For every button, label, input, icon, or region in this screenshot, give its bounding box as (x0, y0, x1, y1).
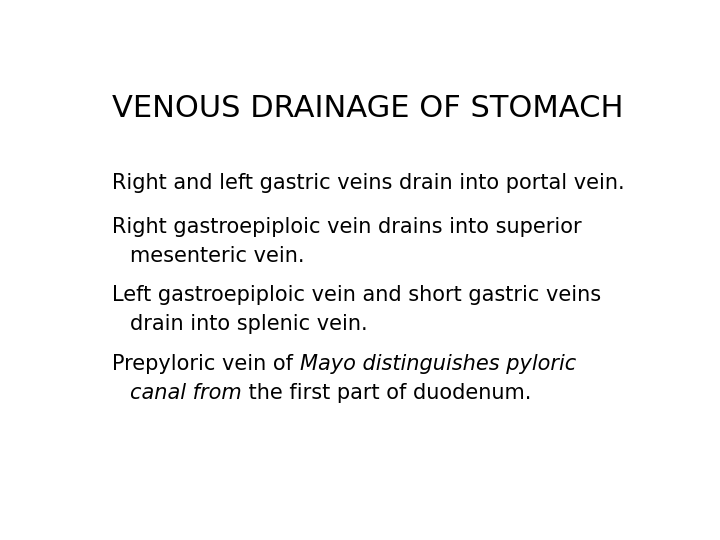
Text: Right gastroepiploic vein drains into superior: Right gastroepiploic vein drains into su… (112, 217, 582, 237)
Text: Left gastroepiploic vein and short gastric veins: Left gastroepiploic vein and short gastr… (112, 285, 601, 305)
Text: Mayo distinguishes pyloric: Mayo distinguishes pyloric (300, 354, 576, 374)
Text: mesenteric vein.: mesenteric vein. (130, 246, 305, 266)
Text: Right and left gastric veins drain into portal vein.: Right and left gastric veins drain into … (112, 173, 625, 193)
Text: drain into splenic vein.: drain into splenic vein. (130, 314, 368, 334)
Text: the first part of duodenum.: the first part of duodenum. (242, 383, 531, 403)
Text: canal from: canal from (130, 383, 242, 403)
Text: Prepyloric vein of: Prepyloric vein of (112, 354, 300, 374)
Text: VENOUS DRAINAGE OF STOMACH: VENOUS DRAINAGE OF STOMACH (112, 94, 624, 123)
